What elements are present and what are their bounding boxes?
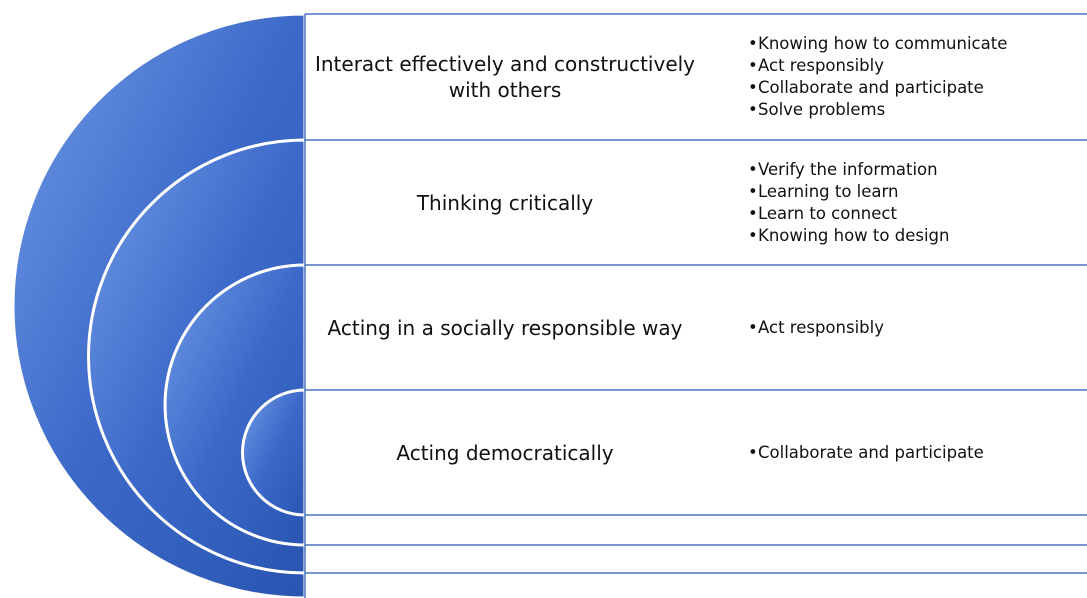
row-lines — [304, 13, 1087, 598]
row: Interact effectively and constructively … — [305, 14, 1087, 139]
arc-inner — [241, 388, 307, 517]
row-title: Acting democratically — [396, 440, 614, 465]
bullet-item: Knowing how to communicate — [748, 34, 1007, 54]
bullet-item: Collaborate and participate — [748, 443, 984, 463]
bullet-list: Collaborate and participate — [748, 441, 984, 465]
row-title: Acting in a socially responsible way — [327, 315, 683, 340]
row-title: Interact effectively and constructively … — [314, 51, 696, 102]
bullet-item: Verify the information — [748, 160, 949, 180]
bullet-item: Act responsibly — [748, 56, 1007, 76]
bullet-item: Solve problems — [748, 100, 1007, 120]
bullet-item: Collaborate and participate — [748, 78, 1007, 98]
row: Acting democratically Collaborate and par… — [305, 390, 1087, 515]
bullet-item: Learning to learn — [748, 182, 949, 202]
row-title: Thinking critically — [416, 190, 594, 215]
row: Thinking critically Verify the informatio… — [305, 140, 1087, 265]
bullet-item: Learn to connect — [748, 204, 949, 224]
bullet-item: Knowing how to design — [748, 226, 949, 246]
bullet-item: Act responsibly — [748, 318, 884, 338]
bullet-list: Act responsibly — [748, 316, 884, 340]
bullet-list: Knowing how to communicateAct responsibl… — [748, 32, 1007, 122]
bullet-list: Verify the informationLearning to learnL… — [748, 158, 949, 248]
row: Acting in a socially responsible way Act … — [305, 265, 1087, 390]
